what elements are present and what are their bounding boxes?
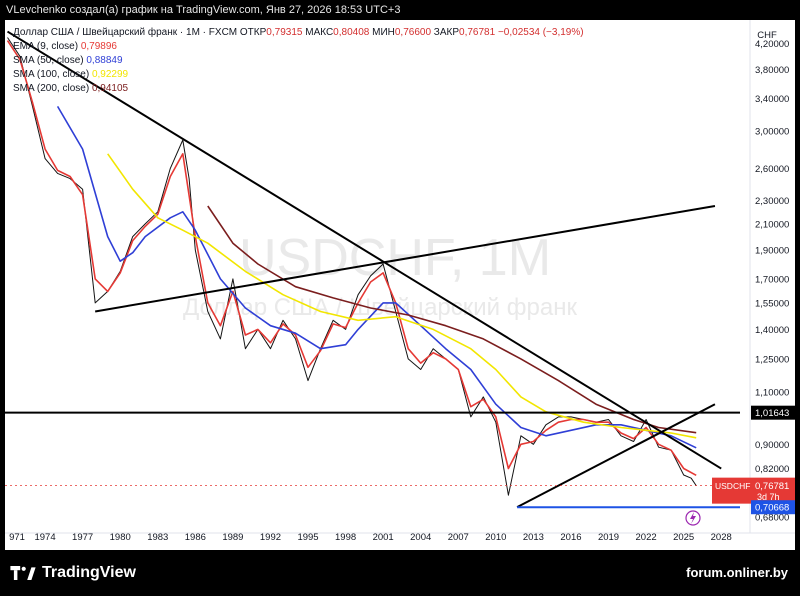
ohlc-high-value: 0,80408 — [333, 27, 370, 38]
time-tick-label: 1977 — [72, 532, 93, 543]
series-line-2 — [56, 105, 697, 449]
ohlc-high-key: МАКС — [305, 27, 334, 38]
time-tick-label: 1986 — [185, 532, 206, 543]
time-tick-label: 2022 — [636, 532, 657, 543]
indicator-value: 0,92299 — [91, 69, 129, 80]
time-tick-label: 1974 — [34, 532, 55, 543]
ohlc-open-value: 0,79315 — [266, 27, 303, 38]
indicator-label: SMA (50, close) — [13, 55, 84, 66]
instrument-name[interactable]: Доллар США / Швейцарский франк · 1М · FX… — [13, 27, 238, 38]
time-tick-label: 1980 — [110, 532, 131, 543]
tradingview-brand[interactable]: TradingView — [10, 564, 136, 582]
indicator-value: 0,88849 — [86, 55, 123, 66]
time-tick-label: 2028 — [711, 532, 732, 543]
price-tick-label: 1,70000 — [755, 274, 789, 285]
indicator-label: SMA (200, close) — [13, 83, 90, 94]
price-tick-label: 1,25000 — [755, 354, 789, 365]
countdown-label: 3d 7h — [757, 492, 780, 502]
attribution-bar: VLevchenko создал(а) график на TradingVi… — [0, 0, 800, 20]
chart-legend: Доллар США / Швейцарский франк · 1М · FX… — [13, 26, 584, 96]
price-tick-label: 3,00000 — [755, 127, 789, 138]
time-tick-label: 2004 — [410, 532, 431, 543]
ohlc-close-key: ЗАКР — [433, 27, 460, 38]
indicator-value: 0,94105 — [91, 83, 129, 94]
support-label-box — [751, 500, 795, 515]
chart-panel[interactable]: USDCHF, 1M Доллар США / Швейцарский франк… — [5, 20, 795, 550]
indicator-label: SMA (100, close) — [13, 69, 90, 80]
legend-indicator-ema9[interactable]: EMA (9, close) 0,79896 — [13, 40, 584, 54]
price-tick-label: 2,30000 — [755, 196, 789, 207]
site-name: forum.onliner.by — [686, 565, 788, 580]
time-tick-label: 1995 — [297, 532, 318, 543]
last-price-label: 0,76781 — [755, 481, 789, 492]
price-tick-label: 1,90000 — [755, 245, 789, 256]
legend-indicator-sma200[interactable]: SMA (200, close) 0,94105 — [13, 82, 584, 96]
series-line-3 — [107, 153, 697, 439]
tradingview-logo-icon — [10, 566, 36, 580]
time-tick-label: 1989 — [222, 532, 243, 543]
price-tick-label: 0,90000 — [755, 440, 789, 451]
price-tick-label: 1,10000 — [755, 388, 789, 399]
price-tick-label: 0,82000 — [755, 464, 789, 475]
indicator-label: EMA (9, close) — [13, 41, 79, 52]
time-tick-label: 2016 — [560, 532, 581, 543]
footer-bar: TradingView forum.onliner.by — [0, 550, 800, 596]
time-tick-label: 2001 — [373, 532, 394, 543]
ohlc-low-key: МИН — [372, 27, 395, 38]
time-tick-label: 2007 — [448, 532, 469, 543]
time-tick-label: 2010 — [485, 532, 506, 543]
price-tick-label: 2,60000 — [755, 164, 789, 175]
time-tick-label: 2025 — [673, 532, 694, 543]
chart-background — [5, 20, 795, 550]
series-line-1 — [6, 40, 697, 477]
price-tick-label: 0,68000 — [755, 513, 789, 524]
time-tick-label: 1992 — [260, 532, 281, 543]
support-label-text: 0,70668 — [755, 503, 789, 514]
lightning-icon — [685, 510, 701, 526]
series-line-4 — [207, 205, 697, 434]
symbol-badge: USDCHF — [715, 481, 750, 491]
level-label-box — [751, 405, 795, 420]
ohlc-low-value: 0,76600 — [394, 27, 432, 38]
time-tick-label: 1983 — [147, 532, 168, 543]
price-tick-label: 2,10000 — [755, 219, 789, 230]
price-tick-label: 4,20000 — [755, 39, 789, 50]
ohlc-open-key: ОТКР — [239, 27, 267, 38]
lightning-icon-bolt — [690, 512, 696, 524]
time-tick-label: 2019 — [598, 532, 619, 543]
legend-indicator-sma50[interactable]: SMA (50, close) 0,88849 — [13, 54, 584, 68]
brand-name: TradingView — [42, 564, 136, 581]
trendline-0 — [6, 30, 722, 470]
price-tick-label: 1,40000 — [755, 325, 789, 336]
trendline-1 — [94, 205, 716, 313]
last-price-box — [712, 477, 795, 504]
time-tick-label: 971 — [9, 532, 25, 543]
price-tick-label: 1,55000 — [755, 298, 789, 309]
ohlc-close-value: 0,76781 — [459, 27, 496, 38]
indicator-value: 0,79896 — [80, 41, 117, 52]
level-label-text: 1,01643 — [755, 408, 789, 419]
time-tick-label: 2013 — [523, 532, 544, 543]
price-tick-label: 3,80000 — [755, 65, 789, 76]
trendline-2 — [516, 403, 716, 508]
price-tick-label: 3,40000 — [755, 94, 789, 105]
legend-instrument-row: Доллар США / Швейцарский франк · 1М · FX… — [13, 26, 584, 40]
time-tick-label: 1998 — [335, 532, 356, 543]
watermark-name: Доллар США / Швейцарский франк — [183, 294, 577, 321]
ohlc-change: −0,02534 (−3,19%) — [497, 27, 584, 38]
price-axis-currency: CHF — [757, 30, 777, 41]
legend-indicator-sma100[interactable]: SMA (100, close) 0,92299 — [13, 68, 584, 82]
